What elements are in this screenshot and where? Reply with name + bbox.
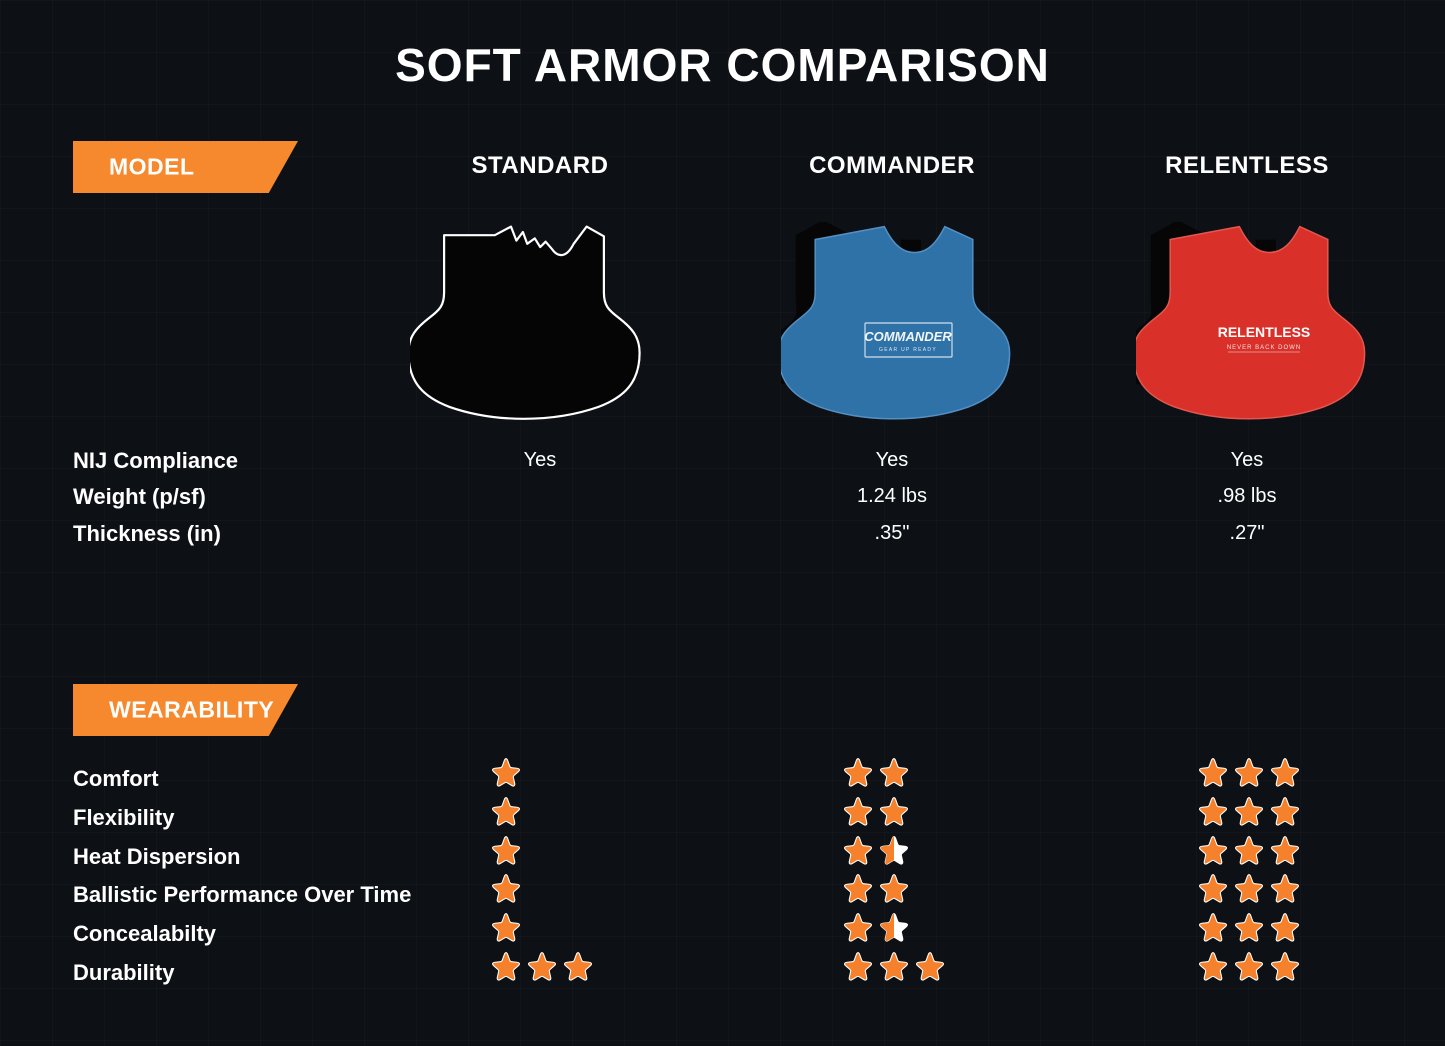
svg-text:GEAR UP READY: GEAR UP READY [879, 347, 937, 353]
svg-text:COMMANDER: COMMANDER [864, 329, 952, 344]
svg-text:RELENTLESS: RELENTLESS [1218, 324, 1311, 340]
svg-text:NEVER BACK DOWN: NEVER BACK DOWN [1227, 345, 1301, 351]
